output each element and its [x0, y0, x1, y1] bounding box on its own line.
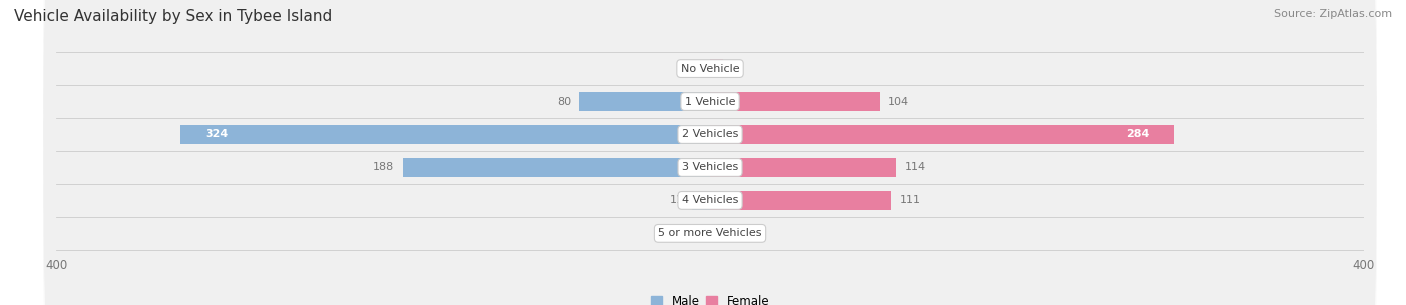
Text: 2 Vehicles: 2 Vehicles — [682, 130, 738, 139]
Bar — [710, 92, 880, 111]
FancyBboxPatch shape — [44, 0, 1376, 305]
Bar — [180, 125, 710, 144]
Text: 8: 8 — [731, 63, 738, 74]
Legend: Male, Female: Male, Female — [645, 290, 775, 305]
Text: 324: 324 — [205, 130, 228, 139]
Bar — [692, 191, 710, 210]
Text: 0: 0 — [695, 63, 702, 74]
Text: 284: 284 — [1126, 130, 1150, 139]
Text: Vehicle Availability by Sex in Tybee Island: Vehicle Availability by Sex in Tybee Isl… — [14, 9, 332, 24]
Text: 188: 188 — [374, 163, 395, 172]
Bar — [579, 92, 710, 111]
FancyBboxPatch shape — [44, 0, 1376, 305]
Text: 11: 11 — [669, 196, 683, 205]
Text: 111: 111 — [900, 196, 921, 205]
Text: 4 Vehicles: 4 Vehicles — [682, 196, 738, 205]
Text: 5 or more Vehicles: 5 or more Vehicles — [658, 228, 762, 239]
FancyBboxPatch shape — [44, 0, 1376, 305]
Text: 114: 114 — [904, 163, 925, 172]
Bar — [710, 191, 891, 210]
Text: No Vehicle: No Vehicle — [681, 63, 740, 74]
FancyBboxPatch shape — [44, 0, 1376, 305]
Text: 0: 0 — [695, 228, 702, 239]
Text: 3 Vehicles: 3 Vehicles — [682, 163, 738, 172]
Bar — [402, 158, 710, 177]
Bar — [710, 59, 723, 78]
Text: 80: 80 — [557, 97, 571, 106]
Text: 104: 104 — [889, 97, 910, 106]
FancyBboxPatch shape — [44, 0, 1376, 305]
FancyBboxPatch shape — [44, 0, 1376, 305]
Bar — [710, 125, 1174, 144]
Bar — [710, 158, 897, 177]
Text: 0: 0 — [718, 228, 725, 239]
Text: 1 Vehicle: 1 Vehicle — [685, 97, 735, 106]
Text: Source: ZipAtlas.com: Source: ZipAtlas.com — [1274, 9, 1392, 19]
